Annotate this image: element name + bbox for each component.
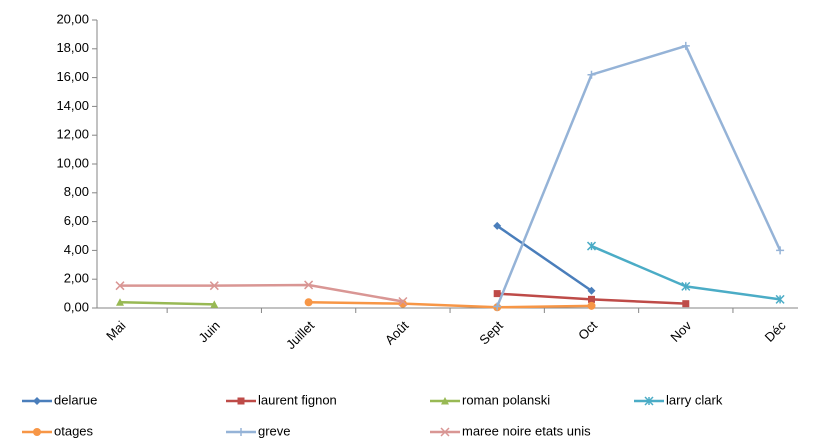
marker <box>237 397 245 405</box>
y-tick-label: 8,00 <box>64 184 89 199</box>
legend-label: laurent fignon <box>258 392 337 407</box>
series <box>493 290 690 308</box>
legend-label: roman polanski <box>462 392 550 407</box>
series <box>493 41 785 311</box>
series <box>493 221 596 295</box>
marker <box>237 428 245 436</box>
marker <box>588 295 595 303</box>
marker <box>440 427 450 437</box>
x-tick-label: Août <box>382 318 412 348</box>
y-tick-label: 6,00 <box>64 213 89 228</box>
marker <box>776 246 785 255</box>
marker <box>587 70 596 79</box>
line <box>496 224 593 292</box>
marker <box>115 281 125 291</box>
marker <box>644 396 654 406</box>
marker <box>775 294 785 304</box>
marker <box>304 298 313 307</box>
y-tick-label: 4,00 <box>64 242 89 257</box>
marker <box>493 221 502 230</box>
line <box>120 283 404 303</box>
x-tick-label: Juillet <box>283 318 317 352</box>
line <box>591 244 781 301</box>
x-tick-label: Mai <box>103 318 128 343</box>
marker <box>681 41 690 50</box>
x-tick-label: Juin <box>195 318 222 345</box>
y-tick-label: 20,00 <box>56 11 89 26</box>
marker <box>493 290 501 298</box>
marker <box>441 397 449 405</box>
marker <box>33 428 41 436</box>
x-tick-label: Sept <box>476 318 506 348</box>
marker <box>587 301 596 310</box>
marker <box>304 280 314 290</box>
marker <box>493 302 502 311</box>
marker <box>116 298 124 306</box>
series <box>116 298 219 308</box>
legend-label: greve <box>258 423 291 438</box>
marker <box>210 300 219 308</box>
marker <box>586 241 597 251</box>
marker <box>209 281 219 291</box>
marker <box>33 397 41 405</box>
marker <box>587 286 596 295</box>
series <box>115 280 408 307</box>
y-tick-label: 2,00 <box>64 271 89 286</box>
line <box>496 44 782 308</box>
line <box>119 300 215 306</box>
line <box>308 300 592 309</box>
marker <box>682 300 690 308</box>
x-tick-label: Oct <box>575 318 600 343</box>
y-tick-label: 0,00 <box>64 299 89 314</box>
legend-label: otages <box>54 423 94 438</box>
marker <box>398 296 408 307</box>
x-tick-label: Déc <box>762 318 789 345</box>
series <box>586 241 785 304</box>
legend-label: maree noire etats unis <box>462 423 591 438</box>
y-tick-label: 18,00 <box>56 40 89 55</box>
y-tick-label: 16,00 <box>56 69 89 84</box>
legend-label: larry clark <box>666 392 723 407</box>
legend-label: delarue <box>54 392 97 407</box>
marker <box>681 281 691 291</box>
y-tick-label: 10,00 <box>56 155 89 170</box>
y-tick-label: 12,00 <box>56 127 89 142</box>
x-tick-label: Nov <box>667 318 694 345</box>
y-tick-label: 14,00 <box>56 98 89 113</box>
